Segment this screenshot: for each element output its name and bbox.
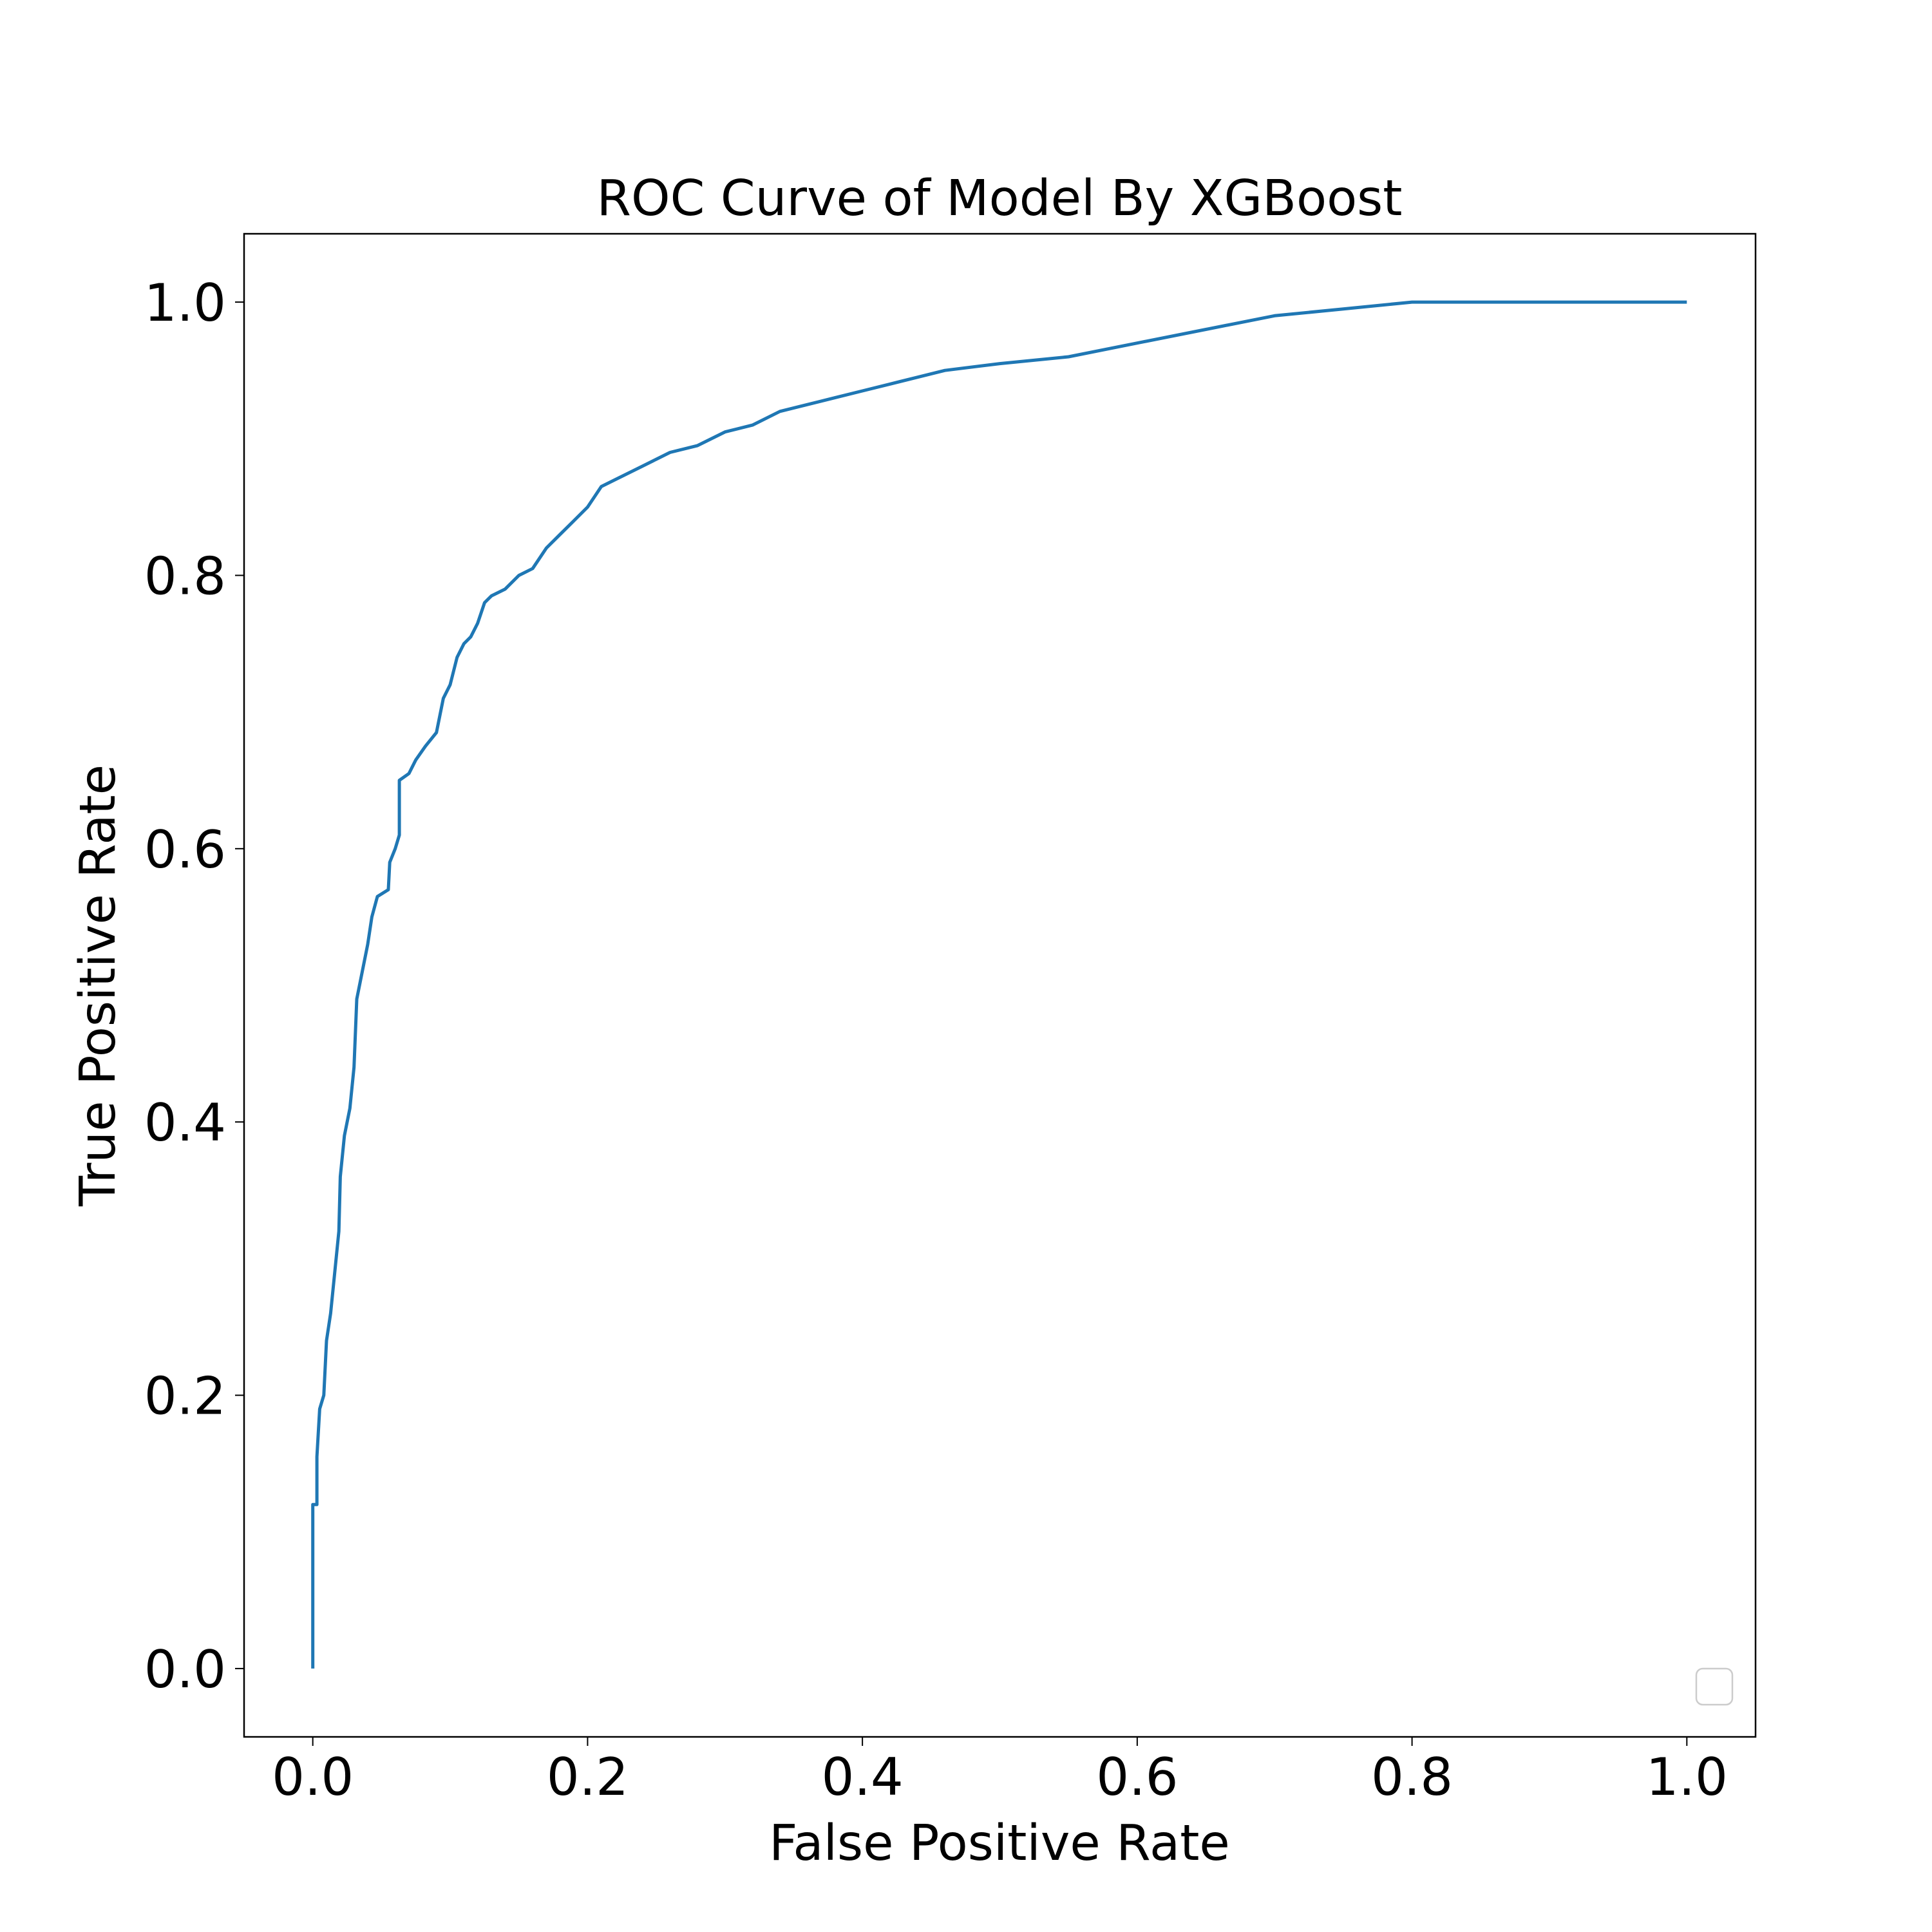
- y-tick-label: 0.6: [144, 820, 226, 880]
- chart-title: ROC Curve of Model By XGBoost: [597, 170, 1403, 227]
- x-tick-label: 1.0: [1646, 1747, 1728, 1807]
- y-tick-label: 0.8: [144, 546, 226, 606]
- y-tick-label: 1.0: [144, 273, 226, 333]
- x-tick-label: 0.0: [272, 1747, 354, 1807]
- x-tick-label: 0.2: [547, 1747, 629, 1807]
- plot-frame: [243, 232, 1757, 1738]
- y-axis-label: True Positive Rate: [70, 764, 127, 1207]
- y-tick-label: 0.2: [144, 1367, 226, 1426]
- legend-box: [1695, 1667, 1734, 1706]
- x-tick-label: 0.4: [822, 1747, 904, 1807]
- y-tick-label: 0.4: [144, 1093, 226, 1153]
- roc-line: [311, 300, 1687, 1669]
- y-tick-label: 0.0: [144, 1640, 226, 1700]
- x-tick-label: 0.8: [1371, 1747, 1453, 1807]
- x-tick-label: 0.6: [1096, 1747, 1178, 1807]
- x-axis-label: False Positive Rate: [769, 1815, 1230, 1872]
